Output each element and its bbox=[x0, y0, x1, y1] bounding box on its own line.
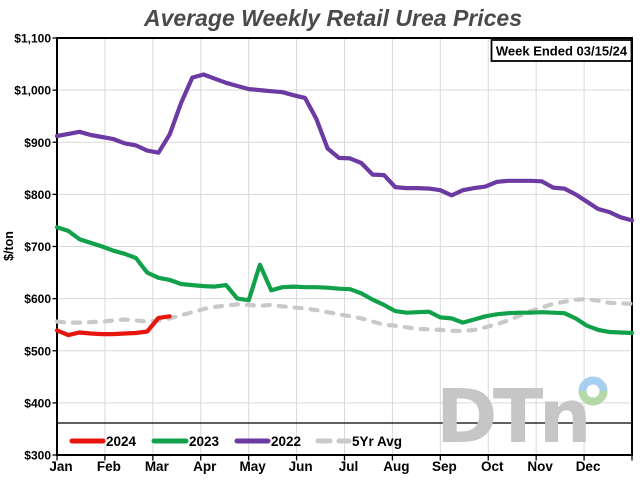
month-label: Sep bbox=[432, 459, 457, 474]
y-axis-title: $/ton bbox=[2, 231, 16, 261]
week-ended-badge: Week Ended 03/15/24 bbox=[490, 39, 633, 62]
y-tick-label: $900 bbox=[24, 136, 51, 150]
dtn-logo-ring-top-icon bbox=[578, 376, 608, 392]
week-ended-box bbox=[490, 39, 633, 62]
legend-label-2022: 2022 bbox=[271, 434, 301, 449]
data-series bbox=[54, 72, 635, 338]
legend-label-2024: 2024 bbox=[106, 434, 137, 449]
legend: 2024 2023 2022 5Yr Avg bbox=[69, 434, 402, 449]
month-label: Feb bbox=[97, 459, 121, 474]
dtn-logo: DTn bbox=[436, 374, 608, 460]
month-label: Apr bbox=[193, 459, 217, 474]
series-line-2023 bbox=[54, 225, 635, 336]
y-tick-label: $300 bbox=[24, 449, 51, 463]
y-tick-label: $1,100 bbox=[14, 32, 51, 46]
month-label: May bbox=[240, 459, 267, 474]
month-label: Jul bbox=[339, 459, 359, 474]
series-line-2024 bbox=[54, 314, 172, 338]
month-label: Nov bbox=[527, 459, 553, 474]
month-label: Jun bbox=[289, 459, 313, 474]
chart-title: Average Weekly Retail Urea Prices bbox=[143, 5, 522, 31]
month-label: Dec bbox=[576, 459, 601, 474]
legend-label-5yr-avg: 5Yr Avg bbox=[352, 434, 402, 449]
gridlines bbox=[57, 38, 632, 455]
plot-border bbox=[56, 37, 633, 456]
y-axis-tick-labels: $300 $400 $500 $600 $700 $800 $900 $1,000 $1,100 bbox=[14, 32, 51, 463]
x-axis-tick-labels: Jan Feb Mar Apr May Jun Jul Aug Sep Oct Nov Dec bbox=[49, 459, 601, 474]
series-line-2022 bbox=[54, 72, 635, 223]
dtn-logo-text: DTn bbox=[436, 374, 587, 460]
month-label: Mar bbox=[145, 459, 170, 474]
dtn-logo-ring-bottom-icon bbox=[578, 390, 608, 406]
series-line-5yr-avg bbox=[54, 297, 635, 333]
legend-label-2023: 2023 bbox=[189, 434, 220, 449]
y-tick-label: $800 bbox=[24, 188, 51, 202]
y-tick-label: $1,000 bbox=[14, 84, 51, 98]
y-tick-label: $700 bbox=[24, 240, 51, 254]
y-tick-label: $600 bbox=[24, 292, 51, 306]
month-label: Jan bbox=[49, 459, 72, 474]
y-tick-label: $500 bbox=[24, 344, 51, 358]
week-ended-text: Week Ended 03/15/24 bbox=[496, 44, 628, 59]
month-label: Aug bbox=[383, 459, 409, 474]
y-tick-label: $400 bbox=[24, 396, 51, 410]
month-label: Oct bbox=[481, 459, 504, 474]
